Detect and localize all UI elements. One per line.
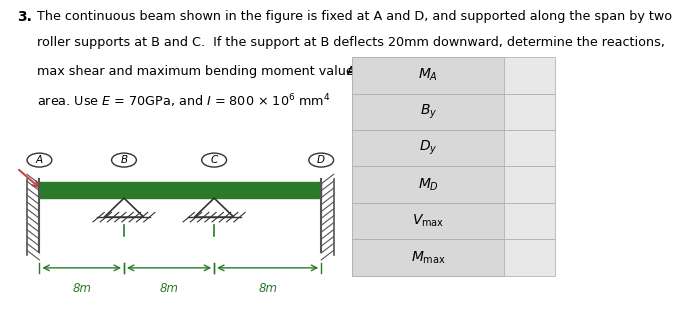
FancyBboxPatch shape [352,130,505,166]
Text: $M_D$: $M_D$ [418,177,439,193]
FancyBboxPatch shape [352,57,505,94]
Bar [40,182,321,198]
FancyBboxPatch shape [352,166,505,203]
Circle shape [112,153,136,167]
Text: 8m: 8m [258,282,277,295]
Text: area. Use $E$ = 70GPa, and $I$ = 800 × 10$^6$ mm$^4$: area. Use $E$ = 70GPa, and $I$ = 800 × 1… [37,92,330,110]
Text: roller supports at B and C.  If the support at B deflects 20mm downward, determi: roller supports at B and C. If the suppo… [37,36,664,49]
Text: Assume any values for: Assume any values for [347,65,492,78]
Text: $B_y$: $B_y$ [420,103,437,121]
Text: D: D [317,155,325,165]
Text: 8m: 8m [160,282,179,295]
Circle shape [27,153,52,167]
Text: A: A [36,155,43,165]
Text: 8m: 8m [72,282,91,295]
Text: $D_y$: $D_y$ [419,139,438,157]
Text: $M_A$: $M_A$ [418,67,439,83]
FancyBboxPatch shape [352,166,555,203]
Text: max shear and maximum bending moment value.: max shear and maximum bending moment val… [37,65,357,78]
Text: C: C [211,155,218,165]
Circle shape [202,153,227,167]
Text: 3.: 3. [17,10,32,23]
Text: The continuous beam shown in the figure is fixed at A and D, and supported along: The continuous beam shown in the figure … [37,10,672,23]
Circle shape [309,153,334,167]
Text: $V_{\mathrm{max}}$: $V_{\mathrm{max}}$ [412,213,444,229]
FancyBboxPatch shape [352,57,555,94]
FancyBboxPatch shape [352,203,505,239]
FancyBboxPatch shape [352,239,505,276]
FancyBboxPatch shape [352,130,555,166]
FancyBboxPatch shape [352,239,555,276]
Text: B: B [120,155,127,165]
FancyBboxPatch shape [352,94,555,130]
Text: $M_{\mathrm{max}}$: $M_{\mathrm{max}}$ [411,249,445,266]
FancyBboxPatch shape [352,203,555,239]
FancyBboxPatch shape [352,94,505,130]
